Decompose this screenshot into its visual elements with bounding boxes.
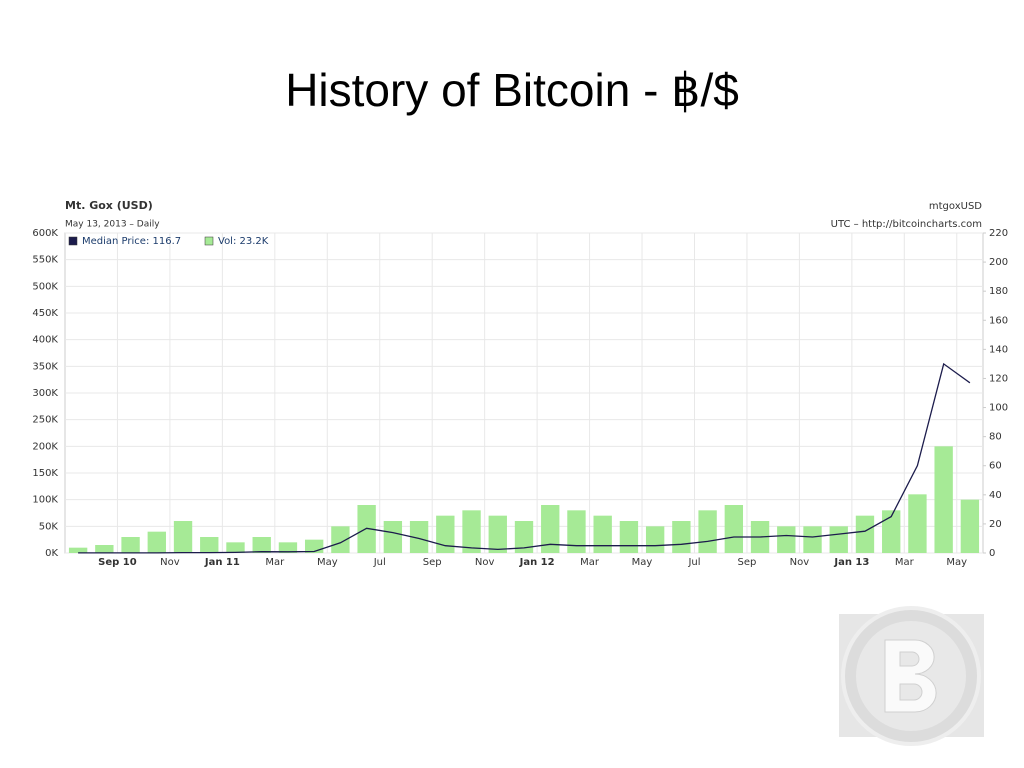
- volume-bar: [803, 526, 822, 553]
- y2-tick-label: 160: [989, 315, 1008, 326]
- legend-swatch: [68, 236, 78, 246]
- y-tick-label: 450K: [32, 308, 58, 319]
- volume-bar: [278, 542, 298, 553]
- x-tick-label: Mar: [895, 557, 915, 568]
- y2-tick-label: 40: [989, 490, 1002, 501]
- volume-bar: [514, 521, 534, 553]
- volume-bar: [672, 521, 691, 553]
- volume-bar: [593, 515, 612, 553]
- plot: 0K 50K 100K 150K 200K 250K 300K 350K 400K 450K 500…: [32, 228, 1008, 568]
- x-tick-label: May: [632, 557, 653, 568]
- y2-tick-label: 100: [989, 403, 1008, 414]
- slide-title: History of Bitcoin - ฿/$: [285, 64, 739, 116]
- volume-bar: [226, 542, 245, 553]
- volume-bar: [724, 505, 744, 553]
- x-tick-label: Sep 10: [98, 557, 137, 568]
- y2-tick-label: 60: [989, 461, 1002, 472]
- x-tick-label: Jul: [373, 557, 386, 568]
- x-tick-label: Jan 11: [204, 557, 240, 568]
- annotation: UTC – http://bitcoincharts.com: [831, 219, 982, 230]
- volume-bar: [409, 521, 429, 553]
- volume-bar: [960, 499, 980, 553]
- volume-bar: [200, 537, 219, 553]
- volume-bar: [68, 547, 88, 553]
- volume-bar: [173, 521, 193, 553]
- annotation: mtgoxUSD: [929, 201, 982, 212]
- y2-tick-label: 120: [989, 373, 1008, 384]
- y2-tick-label: 0: [989, 548, 995, 559]
- x-tick-label: Jul: [687, 557, 700, 568]
- volume-bar: [645, 526, 665, 553]
- y-tick-label: 0K: [45, 548, 58, 559]
- volume-bar: [908, 494, 927, 553]
- volume-bar: [147, 531, 166, 553]
- volume-bar: [462, 510, 481, 553]
- y-tick-label: 250K: [32, 415, 58, 426]
- y-tick-label: 200K: [32, 441, 58, 452]
- volume-bar: [698, 510, 717, 553]
- volume-bar: [777, 526, 796, 553]
- x-tick-label: May: [317, 557, 338, 568]
- volume-bar: [488, 515, 507, 553]
- y-tick-label: 500K: [32, 281, 58, 292]
- volume-bar: [95, 545, 114, 553]
- y-tick-label: 350K: [32, 361, 58, 372]
- x-tick-label: Nov: [160, 557, 180, 568]
- volume-bar: [829, 526, 848, 553]
- y2-tick-label: 200: [989, 257, 1008, 268]
- y2-tick-label: 220: [989, 228, 1008, 239]
- y2-tick-label: 180: [989, 286, 1008, 297]
- volume-bar: [383, 521, 403, 553]
- x-tick-label: Nov: [790, 557, 810, 568]
- volume-bar: [121, 537, 140, 553]
- y-tick-label: 550K: [32, 255, 58, 266]
- x-tick-label: Jan 13: [833, 557, 869, 568]
- x-tick-label: Mar: [265, 557, 285, 568]
- legend-label: Median Price: 116.7: [82, 236, 181, 247]
- y2-tick-label: 140: [989, 344, 1008, 355]
- volume-bar: [619, 521, 639, 553]
- volume-bar: [436, 515, 455, 553]
- volume-bar: [541, 505, 560, 553]
- volume-bar: [882, 510, 901, 553]
- x-tick-label: Sep: [738, 557, 757, 568]
- y-tick-label: 150K: [32, 468, 58, 479]
- price-line: [78, 362, 971, 554]
- y-tick-label: 600K: [32, 228, 58, 239]
- y-tick-label: 400K: [32, 335, 58, 346]
- x-tick-label: May: [946, 557, 967, 568]
- chart-title: Mt. Gox (USD): [65, 199, 153, 212]
- volume-bar: [331, 526, 350, 553]
- chart-subtitle: May 13, 2013 – Daily: [65, 220, 160, 230]
- y2-tick-label: 80: [989, 432, 1002, 443]
- legend-swatch: [204, 236, 214, 246]
- y-tick-label: 50K: [39, 521, 59, 532]
- y-tick-label: 100K: [32, 495, 58, 506]
- volume-bar: [934, 446, 953, 553]
- volume-bar: [855, 515, 875, 553]
- volume-bar: [567, 510, 586, 553]
- y2-tick-label: 20: [989, 519, 1002, 530]
- x-tick-label: Jan 12: [519, 557, 555, 568]
- bitcoin-logo: [839, 606, 984, 746]
- y-tick-label: 300K: [32, 388, 58, 399]
- volume-bar: [252, 537, 271, 553]
- x-tick-label: Mar: [580, 557, 600, 568]
- legend-label: Vol: 23.2K: [218, 236, 269, 247]
- x-tick-label: Sep: [423, 557, 442, 568]
- x-tick-label: Nov: [475, 557, 495, 568]
